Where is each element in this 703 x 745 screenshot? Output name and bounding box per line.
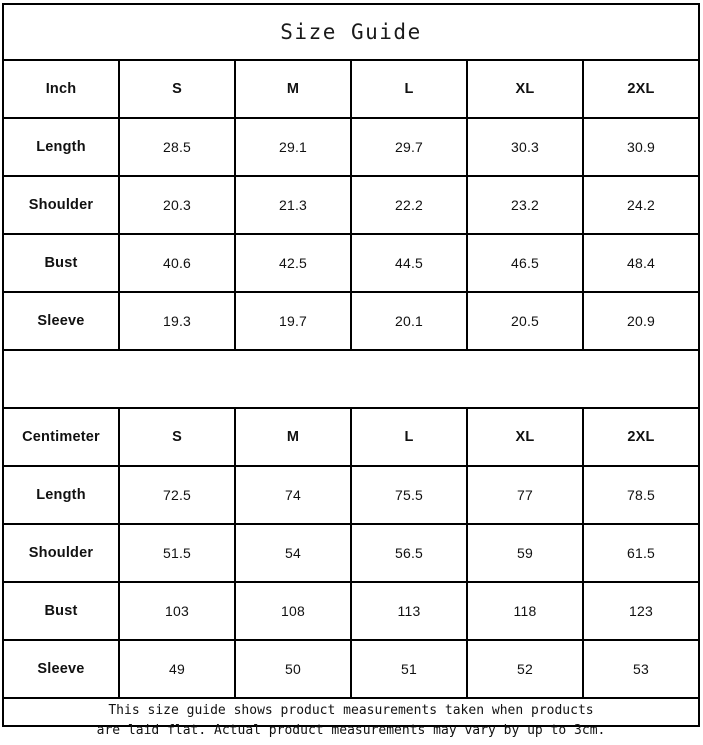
cell-length-s: 28.5 bbox=[120, 119, 236, 175]
cell-length-xl: 30.3 bbox=[468, 119, 584, 175]
cell-sleeve-xl: 52 bbox=[468, 641, 584, 697]
footer-note-line-1: This size guide shows product measuremen… bbox=[108, 703, 594, 718]
table-row: Sleeve 19.3 19.7 20.1 20.5 20.9 bbox=[4, 293, 698, 349]
size-header-l: L bbox=[352, 409, 468, 465]
table-header-row: Centimeter S M L XL 2XL bbox=[4, 409, 698, 467]
cell-bust-s: 40.6 bbox=[120, 235, 236, 291]
cell-sleeve-m: 19.7 bbox=[236, 293, 352, 349]
table-row: Shoulder 51.5 54 56.5 59 61.5 bbox=[4, 525, 698, 583]
cell-bust-m: 42.5 bbox=[236, 235, 352, 291]
cell-length-s: 72.5 bbox=[120, 467, 236, 523]
cell-length-xl: 77 bbox=[468, 467, 584, 523]
cell-shoulder-s: 20.3 bbox=[120, 177, 236, 233]
size-guide-table: Size Guide Inch S M L XL 2XL Length 28.5… bbox=[2, 3, 700, 738]
footer-note-line-2: are laid flat. Actual product measuremen… bbox=[96, 723, 606, 738]
cell-sleeve-m: 50 bbox=[236, 641, 352, 697]
size-header-m: M bbox=[236, 61, 352, 117]
row-label-sleeve: Sleeve bbox=[4, 293, 120, 349]
row-label-sleeve: Sleeve bbox=[4, 641, 120, 697]
page-title: Size Guide bbox=[280, 20, 422, 44]
table-row: Sleeve 49 50 51 52 53 bbox=[4, 641, 698, 697]
cell-length-l: 75.5 bbox=[352, 467, 468, 523]
row-label-bust: Bust bbox=[4, 583, 120, 639]
cell-shoulder-l: 56.5 bbox=[352, 525, 468, 581]
row-label-shoulder: Shoulder bbox=[4, 177, 120, 233]
cell-length-2xl: 30.9 bbox=[626, 139, 656, 155]
cell-bust-2xl: 123 bbox=[629, 603, 653, 619]
cell-length-m: 74 bbox=[236, 467, 352, 523]
cell-sleeve-l: 20.1 bbox=[352, 293, 468, 349]
size-header-2xl: 2XL bbox=[627, 81, 655, 97]
cell-shoulder-l: 22.2 bbox=[352, 177, 468, 233]
cell-sleeve-2xl: 53 bbox=[633, 661, 649, 677]
row-label-length: Length bbox=[4, 467, 120, 523]
table-row: Shoulder 20.3 21.3 22.2 23.2 24.2 bbox=[4, 177, 698, 235]
table-separator-row bbox=[4, 349, 698, 409]
table-row: Length 72.5 74 75.5 77 78.5 bbox=[4, 467, 698, 525]
title-row: Size Guide bbox=[4, 5, 698, 61]
unit-header-centimeter: Centimeter bbox=[4, 409, 120, 465]
cell-bust-l: 44.5 bbox=[352, 235, 468, 291]
cell-bust-l: 113 bbox=[352, 583, 468, 639]
size-header-m: M bbox=[236, 409, 352, 465]
table-row: Length 28.5 29.1 29.7 30.3 30.9 bbox=[4, 119, 698, 177]
cell-length-m: 29.1 bbox=[236, 119, 352, 175]
cell-bust-m: 108 bbox=[236, 583, 352, 639]
size-header-xl: XL bbox=[468, 409, 584, 465]
table-header-row: Inch S M L XL 2XL bbox=[4, 61, 698, 119]
cell-bust-xl: 46.5 bbox=[468, 235, 584, 291]
cell-shoulder-2xl: 24.2 bbox=[626, 197, 656, 213]
cell-sleeve-2xl: 20.9 bbox=[626, 313, 656, 329]
cell-bust-s: 103 bbox=[120, 583, 236, 639]
footer-note: This size guide shows product measuremen… bbox=[4, 697, 698, 745]
cell-shoulder-m: 21.3 bbox=[236, 177, 352, 233]
cell-bust-xl: 118 bbox=[468, 583, 584, 639]
cell-shoulder-xl: 23.2 bbox=[468, 177, 584, 233]
cell-sleeve-l: 51 bbox=[352, 641, 468, 697]
size-header-s: S bbox=[120, 61, 236, 117]
cell-shoulder-2xl: 61.5 bbox=[626, 545, 656, 561]
cell-sleeve-s: 19.3 bbox=[120, 293, 236, 349]
cell-sleeve-s: 49 bbox=[120, 641, 236, 697]
unit-header-inch: Inch bbox=[4, 61, 120, 117]
row-label-shoulder: Shoulder bbox=[4, 525, 120, 581]
size-header-l: L bbox=[352, 61, 468, 117]
size-header-2xl: 2XL bbox=[627, 429, 655, 445]
cell-sleeve-xl: 20.5 bbox=[468, 293, 584, 349]
cell-shoulder-s: 51.5 bbox=[120, 525, 236, 581]
row-label-length: Length bbox=[4, 119, 120, 175]
inch-table: Inch S M L XL 2XL Length 28.5 29.1 29.7 … bbox=[4, 61, 698, 349]
size-header-s: S bbox=[120, 409, 236, 465]
cell-bust-2xl: 48.4 bbox=[626, 255, 656, 271]
row-label-bust: Bust bbox=[4, 235, 120, 291]
cell-length-2xl: 78.5 bbox=[626, 487, 656, 503]
cell-length-l: 29.7 bbox=[352, 119, 468, 175]
cell-shoulder-xl: 59 bbox=[468, 525, 584, 581]
size-header-xl: XL bbox=[468, 61, 584, 117]
table-row: Bust 103 108 113 118 123 bbox=[4, 583, 698, 641]
centimeter-table: Centimeter S M L XL 2XL Length 72.5 74 7… bbox=[4, 409, 698, 697]
cell-shoulder-m: 54 bbox=[236, 525, 352, 581]
table-row: Bust 40.6 42.5 44.5 46.5 48.4 bbox=[4, 235, 698, 293]
